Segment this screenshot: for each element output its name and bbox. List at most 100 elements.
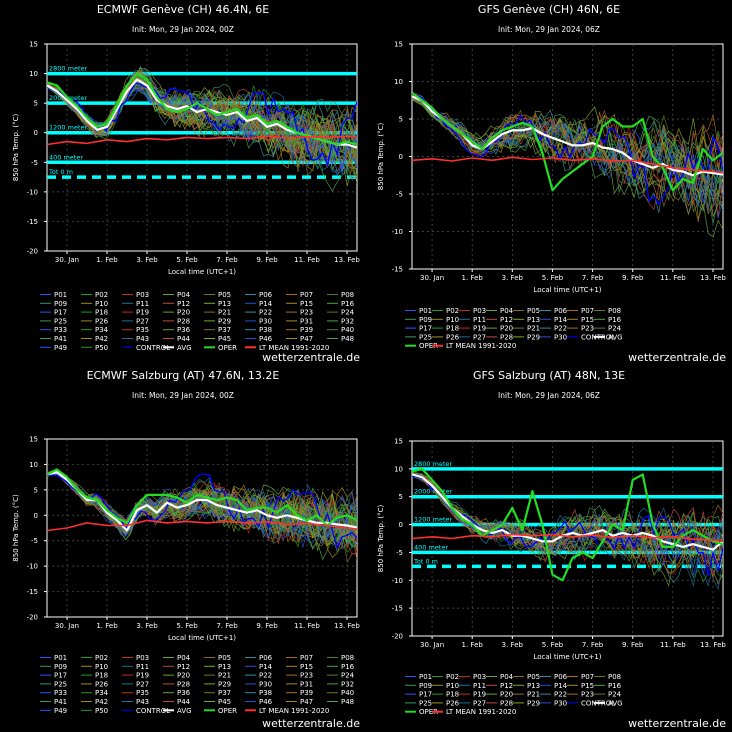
member-series-line [47, 471, 357, 553]
member-series-line [47, 468, 357, 543]
legend-label: P11 [136, 663, 149, 671]
legend-label: P13 [218, 663, 231, 671]
legend-label: OPER [218, 344, 237, 352]
x-tick-label: 5. Feb [176, 256, 198, 264]
x-tick-label: 9. Feb [256, 256, 278, 264]
x-tick-label: 7. Feb [216, 256, 238, 264]
legend-label: P27 [473, 699, 486, 707]
legend-label: P20 [177, 672, 190, 680]
chart-title: ECMWF Genève (CH) 46.4N, 6E [96, 3, 270, 16]
legend-label: P23 [581, 325, 594, 333]
member-series-line [47, 83, 357, 173]
member-series-line [47, 470, 357, 543]
legend-label: P08 [341, 291, 354, 299]
x-tick-label: 7. Feb [582, 641, 604, 649]
member-series-line [412, 474, 723, 561]
legend-label: P08 [608, 307, 621, 315]
legend-label: P19 [136, 672, 149, 680]
legend-label: P47 [300, 335, 313, 343]
y-tick-label: 10 [29, 461, 38, 469]
avg-series-line [412, 473, 723, 551]
legend-label: P29 [527, 699, 540, 707]
legend-label: P27 [136, 317, 149, 325]
legend-label: P45 [218, 335, 231, 343]
chart-plot: -20 -15 -10 -5 0 5 10 15 30. Jan 1. Feb 3. Feb 5. F… [377, 438, 726, 717]
chart-panel-gfs-geneve: GFS Genève (CH) 46N, 6E Init: Mon, 29 Ja… [366, 0, 732, 366]
legend-label: LT MEAN 1991-2020 [446, 342, 516, 350]
legend-label: P16 [608, 682, 622, 690]
init-time: Init: Mon, 29 Jan 2024, 06Z [498, 391, 600, 400]
plot-content [412, 91, 723, 238]
x-tick-label: 30. Jan [420, 641, 444, 649]
y-tick-label: 15 [394, 41, 403, 49]
chart-plot: -20 -15 -10 -5 0 5 10 15 30. Jan 1. Feb 3. Feb 5. F… [12, 41, 360, 352]
legend-label: P04 [177, 291, 191, 299]
legend-label: P11 [473, 682, 486, 690]
y-tick-label: -10 [27, 563, 38, 571]
site-watermark: wetterzentrale.de [262, 717, 360, 730]
legend-label: P12 [177, 300, 190, 308]
legend-label: P34 [95, 326, 109, 334]
legend-label: AVG [177, 707, 192, 715]
legend-label: P42 [95, 698, 108, 706]
legend-label: P14 [259, 663, 273, 671]
y-tick-label: 10 [29, 70, 38, 78]
legend-label: P27 [473, 333, 486, 341]
legend-label: LT MEAN 1991-2020 [259, 344, 329, 352]
x-tick-label: 3. Feb [502, 274, 524, 282]
legend-label: P05 [218, 654, 231, 662]
legend-label: P10 [446, 682, 459, 690]
legend-label: P17 [54, 309, 67, 317]
legend-label: P18 [95, 672, 108, 680]
legend-label: P09 [54, 300, 67, 308]
altitude-level-label: Tot 0 m [48, 168, 73, 176]
legend-label: AVG [608, 699, 623, 707]
altitude-level-label: 2800 meter [414, 460, 452, 468]
legend-label: P49 [54, 707, 67, 715]
x-tick-label: 5. Feb [542, 274, 564, 282]
legend-label: P28 [500, 699, 513, 707]
legend-label: P20 [177, 309, 190, 317]
x-tick-label: 11. Feb [294, 622, 320, 630]
y-tick-label: -5 [396, 549, 403, 557]
legend-label: AVG [177, 344, 192, 352]
x-axis-label: Local time (UTC+1) [533, 653, 601, 661]
legend-label: P23 [300, 309, 313, 317]
legend-label: CONTROL [136, 344, 170, 352]
x-tick-label: 9. Feb [622, 274, 644, 282]
x-tick-label: 9. Feb [256, 622, 278, 630]
legend-label: P49 [54, 344, 67, 352]
legend-label: P23 [300, 672, 313, 680]
legend-label: P39 [300, 689, 313, 697]
legend-label: P08 [341, 654, 354, 662]
y-tick-label: 5 [34, 486, 38, 494]
y-tick-label: -20 [392, 633, 403, 641]
site-watermark: wetterzentrale.de [262, 351, 360, 364]
legend-label: P38 [259, 326, 272, 334]
x-tick-label: 13. Feb [700, 274, 726, 282]
x-tick-label: 1. Feb [96, 256, 118, 264]
legend-label: AVG [608, 333, 623, 341]
y-tick-label: 0 [399, 153, 403, 161]
y-tick-label: 15 [394, 438, 403, 446]
init-time: Init: Mon, 29 Jan 2024, 06Z [498, 25, 600, 34]
legend-label: P21 [527, 691, 540, 699]
legend-label: P02 [446, 307, 459, 315]
y-tick-label: -15 [392, 605, 403, 613]
legend-label: P18 [95, 309, 108, 317]
legend-label: P01 [54, 291, 67, 299]
ltmean-series-line [412, 156, 723, 174]
legend-label: P01 [419, 307, 432, 315]
x-tick-label: 11. Feb [660, 641, 686, 649]
legend-label: P25 [419, 699, 432, 707]
legend-label: P32 [341, 317, 354, 325]
oper-series-line [412, 467, 723, 582]
member-series-line [47, 71, 357, 151]
legend-label: P44 [177, 335, 191, 343]
y-tick-label: -15 [392, 266, 403, 274]
y-axis-label: 850 hPa Temp. (°C) [12, 494, 20, 562]
plot-content [47, 468, 357, 564]
legend-label: P26 [95, 317, 109, 325]
x-tick-label: 7. Feb [582, 274, 604, 282]
legend-label: P06 [554, 673, 568, 681]
